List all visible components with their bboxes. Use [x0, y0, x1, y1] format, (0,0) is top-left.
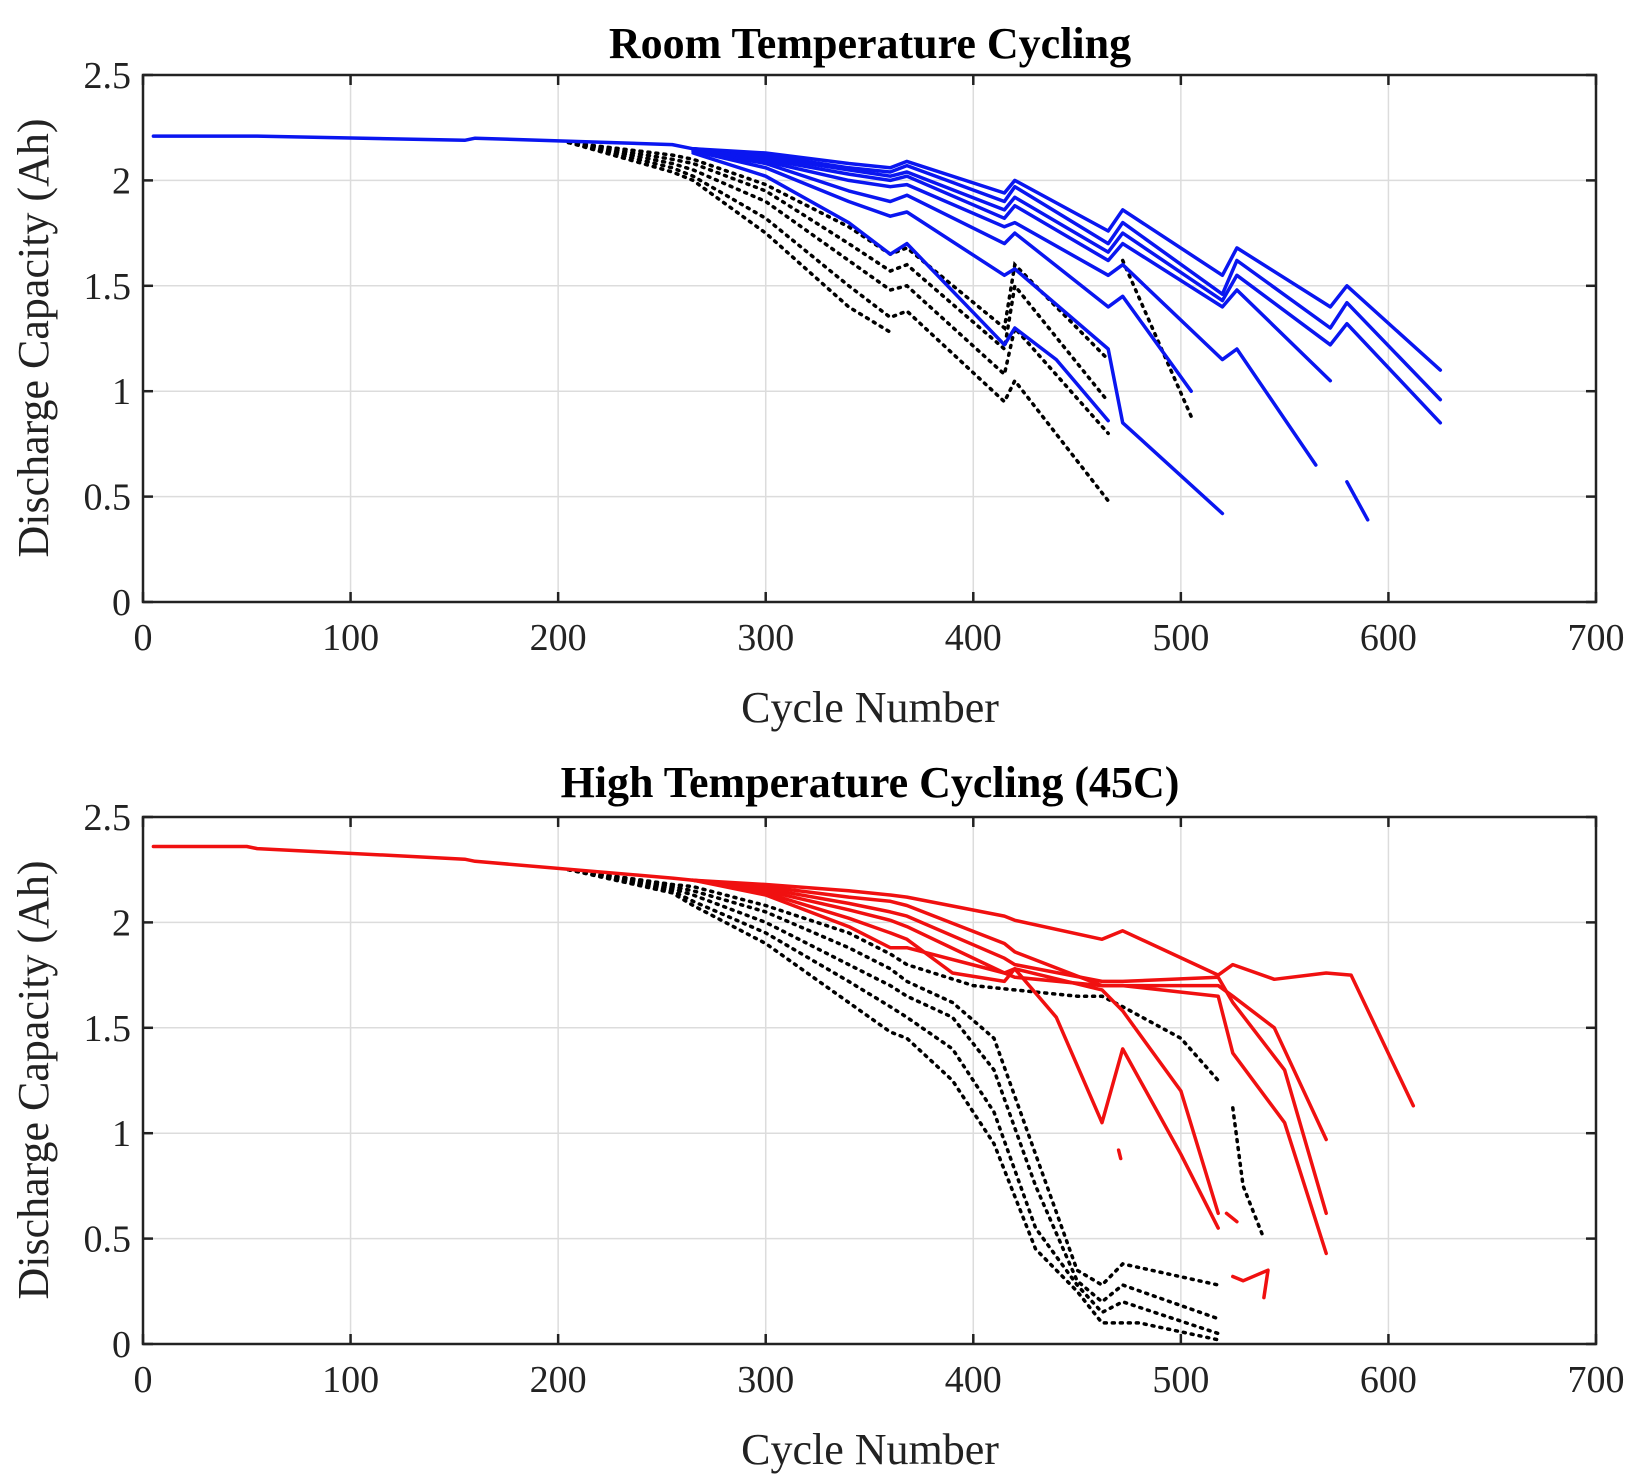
y-tick-label: 1 [112, 1113, 131, 1155]
y-tick-label: 1 [112, 371, 131, 413]
solid-series-line-5 [691, 878, 1220, 1230]
dotted-series-line-11 [566, 867, 1220, 1321]
x-tick-label: 500 [1152, 1359, 1209, 1401]
x-tick-label: 700 [1568, 1359, 1625, 1401]
y-tick-label: 2 [112, 160, 131, 202]
solid-series-line-2 [691, 147, 1443, 425]
chart-title: Room Temperature Cycling [609, 19, 1131, 68]
y-tick-label: 2 [112, 902, 131, 944]
x-tick-label: 100 [322, 617, 379, 659]
x-tick-label: 700 [1568, 617, 1625, 659]
x-tick-label: 100 [322, 1359, 379, 1401]
axis-ticks: 0 100 200 300 400 500 600 700 0 0.5 1 1.5 2 2.5 [84, 797, 1625, 1401]
gridlines [143, 817, 1596, 1344]
x-axis-label: Cycle Number [741, 683, 999, 732]
dotted-series-line-9 [566, 140, 1110, 362]
solid-series-line-2 [691, 878, 1328, 1216]
plot-frame [141, 73, 1598, 604]
solid-series-line-3 [691, 878, 1328, 1256]
y-axis-label: Discharge Capacity (Ah) [9, 118, 58, 557]
axis-ticks: 0 100 200 300 400 500 600 700 0 0.5 1 1.5 2 2.5 [84, 55, 1625, 659]
solid-series-line-8 [1231, 1268, 1270, 1300]
chart-title: High Temperature Cycling (45C) [561, 758, 1180, 807]
dotted-series-line-14 [1231, 1106, 1266, 1241]
gridlines [143, 75, 1596, 602]
solid-series-line-3 [691, 147, 1333, 383]
y-tick-label: 2.5 [84, 797, 132, 839]
dotted-series-line-12 [566, 867, 1220, 1336]
solid-series-line-4 [691, 147, 1318, 467]
dotted-series-line-10 [566, 140, 1110, 404]
chart-room-temperature: Room Temperature Cycling 0 100 200 300 400 50… [9, 19, 1625, 732]
dotted-series-line-9 [566, 867, 1220, 1083]
solid-series-line-7 [1224, 1211, 1239, 1224]
solid-series-line-0 [151, 134, 1443, 372]
solid-series-line-0 [151, 844, 1416, 1108]
x-tick-label: 500 [1152, 617, 1209, 659]
series-layer [151, 134, 1443, 522]
plot-frame [141, 815, 1598, 1346]
y-tick-label: 1.5 [84, 1008, 132, 1050]
x-tick-label: 200 [530, 617, 587, 659]
x-tick-label: 0 [134, 617, 153, 659]
x-tick-label: 600 [1360, 617, 1417, 659]
y-tick-label: 1.5 [84, 266, 132, 308]
y-tick-label: 0 [112, 1324, 131, 1366]
solid-series-line-8 [1345, 480, 1370, 522]
dotted-series-line-12 [566, 140, 1110, 503]
dotted-series-line-13 [566, 867, 1220, 1342]
series-layer [151, 844, 1416, 1342]
x-tick-label: 600 [1360, 1359, 1417, 1401]
x-tick-label: 200 [530, 1359, 587, 1401]
x-tick-label: 300 [737, 1359, 794, 1401]
y-tick-label: 0.5 [84, 1219, 132, 1261]
y-tick-label: 0.5 [84, 477, 132, 519]
solid-series-line-6 [1116, 1148, 1123, 1161]
x-tick-label: 300 [737, 617, 794, 659]
solid-series-line-1 [691, 878, 1328, 1142]
x-tick-label: 400 [945, 1359, 1002, 1401]
y-tick-label: 0 [112, 582, 131, 624]
chart-high-temperature: High Temperature Cycling (45C) 0 100 200 30… [9, 758, 1625, 1474]
y-axis-label: Discharge Capacity (Ah) [9, 860, 58, 1299]
x-tick-label: 0 [134, 1359, 153, 1401]
solid-series-line-6 [691, 149, 1225, 516]
solid-series-line-1 [691, 147, 1443, 402]
solid-series-line-4 [691, 878, 1220, 1216]
x-tick-label: 400 [945, 617, 1002, 659]
solid-series-line-5 [691, 149, 1193, 393]
dotted-series-line-13 [566, 140, 893, 334]
x-axis-label: Cycle Number [741, 1425, 999, 1474]
dotted-series-line-10 [566, 867, 1220, 1288]
solid-series-line-7 [691, 151, 1110, 423]
y-tick-label: 2.5 [84, 55, 132, 97]
